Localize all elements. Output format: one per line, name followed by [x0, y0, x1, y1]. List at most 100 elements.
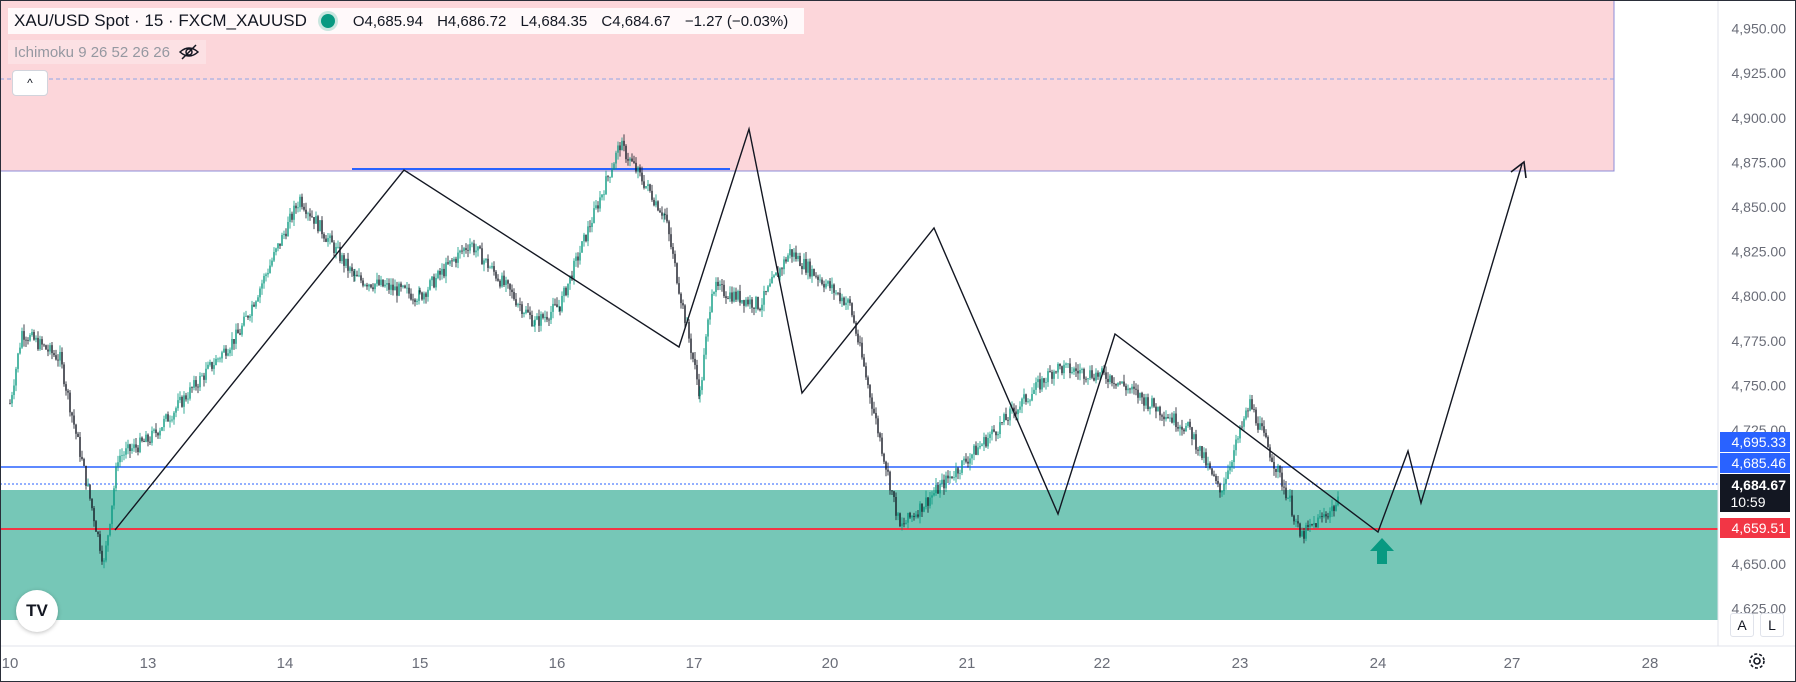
candle-body: [637, 167, 639, 172]
candle-body: [39, 339, 41, 350]
candle-body: [358, 275, 360, 277]
candle-body: [353, 271, 355, 277]
candle-body: [625, 145, 627, 160]
candle-body: [1097, 372, 1099, 377]
candle-body: [1091, 370, 1093, 378]
candle-body: [897, 513, 899, 516]
candle-body: [857, 333, 859, 343]
candle-body: [77, 433, 79, 437]
auto-scale-button[interactable]: A: [1730, 613, 1754, 637]
indicator-label[interactable]: Ichimoku 9 26 52 26 26: [14, 43, 170, 61]
candle-body: [1051, 372, 1053, 379]
candle-body: [761, 304, 763, 311]
buy-arrow-icon: [1370, 538, 1394, 564]
candle-body: [899, 513, 901, 527]
candle-body: [945, 475, 947, 489]
eye-crossed-icon[interactable]: [178, 43, 200, 61]
candle-body: [1021, 398, 1023, 407]
candle-body: [949, 476, 951, 479]
candle-body: [591, 222, 593, 227]
candle-body: [779, 268, 781, 277]
candle-body: [25, 339, 27, 341]
candle-body: [27, 340, 29, 341]
symbol-title[interactable]: XAU/USD Spot · 15 · FXCM_XAUUSD: [14, 11, 307, 30]
candle-body: [241, 325, 243, 335]
candle-body: [573, 260, 575, 280]
candle-body: [419, 290, 421, 293]
candle-body: [1155, 406, 1157, 412]
candle-body: [672, 246, 674, 254]
candle-body: [1093, 377, 1095, 381]
candle-body: [979, 445, 981, 448]
candle-body: [887, 469, 889, 472]
candle-body: [433, 276, 435, 288]
candle-body: [1235, 439, 1237, 451]
candle-body: [1001, 422, 1003, 423]
candle-body: [941, 479, 943, 485]
candle-body: [881, 437, 883, 454]
open-value: O4,685.94: [352, 12, 423, 30]
candle-body: [905, 522, 907, 525]
candle-body: [825, 283, 827, 288]
symbol-legend[interactable]: XAU/USD Spot · 15 · FXCM_XAUUSD O4,685.9…: [8, 8, 805, 34]
candle-body: [45, 345, 47, 350]
candle-body: [51, 345, 53, 354]
candle-body: [137, 447, 139, 453]
indicator-legend[interactable]: Ichimoku 9 26 52 26 26: [8, 40, 206, 64]
candle-body: [1285, 487, 1287, 499]
candle-body: [463, 248, 465, 252]
zigzag-pattern[interactable]: [114, 126, 1523, 534]
candle-body: [1181, 426, 1183, 430]
log-scale-button[interactable]: L: [1760, 613, 1784, 637]
candle-body: [783, 259, 785, 270]
price-axis[interactable]: [1718, 0, 1796, 646]
candle-body: [995, 431, 997, 436]
candle-body: [1231, 462, 1233, 467]
candle-body: [1071, 371, 1073, 374]
candle-body: [1019, 406, 1021, 410]
candle-body: [351, 267, 353, 272]
candle-body: [969, 458, 971, 464]
candle-body: [131, 448, 133, 452]
tradingview-logo[interactable]: TV: [16, 590, 58, 632]
candle-body: [559, 306, 561, 312]
candle-body: [1251, 399, 1253, 410]
candle-body: [877, 418, 879, 434]
candle-body: [295, 205, 297, 209]
time-tick-label: 17: [686, 655, 703, 672]
candle-body: [715, 281, 717, 293]
candle-body: [281, 235, 283, 246]
candle-body: [223, 348, 225, 353]
candle-body: [1127, 388, 1129, 391]
candle-body: [999, 422, 1001, 435]
candle-body: [542, 314, 544, 318]
candle-body: [755, 296, 757, 309]
candle-body: [649, 184, 651, 191]
candle-body: [13, 385, 15, 396]
candle-body: [997, 434, 999, 436]
candle-body: [1293, 515, 1295, 522]
candle-body: [973, 445, 975, 455]
candle-body: [937, 484, 939, 494]
candle-body: [425, 293, 427, 297]
candle-body: [569, 275, 571, 284]
candle-body: [947, 475, 949, 479]
candle-body: [1269, 447, 1271, 458]
candle-body: [404, 285, 406, 288]
collapse-legend-button[interactable]: ^: [12, 70, 48, 96]
candle-body: [757, 296, 759, 309]
gear-icon[interactable]: [1746, 650, 1768, 672]
market-status-icon[interactable]: [320, 14, 335, 28]
upper-blue-price-text: 4,695.33: [1732, 434, 1787, 450]
candle-body: [1313, 523, 1315, 525]
candle-body: [1053, 371, 1055, 379]
candle-body: [1305, 525, 1307, 539]
candle-body: [362, 280, 364, 286]
demand-zone[interactable]: [0, 490, 1718, 620]
candle-body: [767, 286, 769, 292]
candle-body: [503, 275, 505, 286]
candle-body: [733, 291, 735, 302]
candle-body: [147, 434, 149, 442]
candle-body: [735, 291, 737, 300]
